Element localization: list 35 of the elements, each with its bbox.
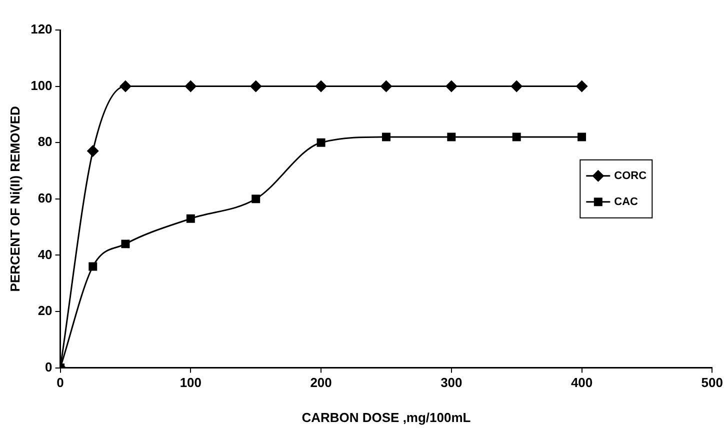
point <box>382 132 390 142</box>
y-axis-title: PERCENT OF Ni(II) REMOVED <box>7 106 22 292</box>
point <box>576 80 588 92</box>
y-tick-label: 40 <box>38 246 52 262</box>
x-tick-label: 300 <box>440 375 462 390</box>
point <box>88 262 98 271</box>
point <box>380 80 392 92</box>
x-tick-label: 100 <box>180 375 202 390</box>
point <box>445 80 458 92</box>
legend-label: CORC <box>614 170 647 182</box>
point <box>447 132 456 142</box>
point <box>512 132 521 142</box>
x-tick-label: 400 <box>570 375 593 390</box>
y-tick-label: 120 <box>30 22 52 37</box>
point <box>578 132 586 142</box>
point <box>510 80 523 92</box>
point <box>121 240 130 248</box>
point <box>186 214 195 223</box>
y-tick-label: 60 <box>38 190 52 206</box>
x-tick-label: 0 <box>56 375 64 390</box>
point <box>184 80 197 92</box>
point <box>316 138 326 147</box>
point <box>252 194 260 204</box>
point <box>315 80 328 92</box>
x-axis-title: CARBON DOSE ,mg/100mL <box>302 410 471 425</box>
y-tick-label: 20 <box>38 303 52 318</box>
y-tick-label: 0 <box>45 359 52 374</box>
y-tick-label: 100 <box>30 78 52 93</box>
point <box>119 80 132 92</box>
point <box>86 145 99 158</box>
x-tick-label: 200 <box>310 375 332 390</box>
y-tick-label: 80 <box>38 134 52 150</box>
point <box>250 80 262 92</box>
legend-label: CAC <box>614 196 638 208</box>
x-tick-label: 500 <box>701 375 724 390</box>
